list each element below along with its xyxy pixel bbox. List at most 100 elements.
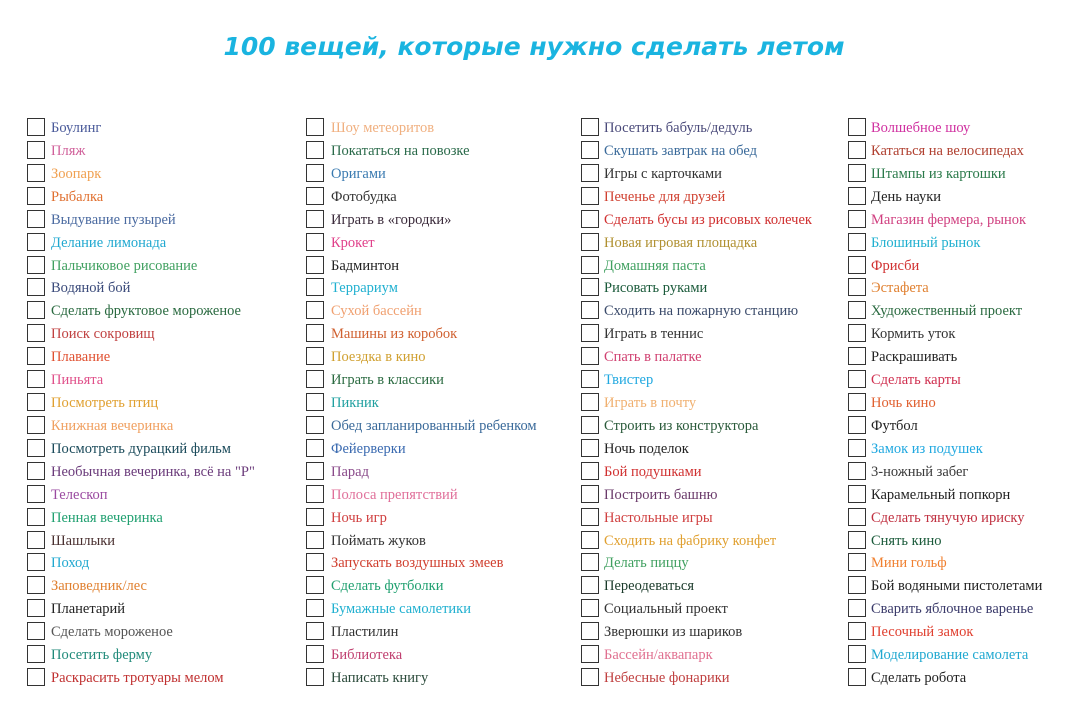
checkbox[interactable] (848, 599, 866, 618)
checkbox[interactable] (27, 278, 45, 297)
checkbox[interactable] (306, 576, 324, 595)
checkbox[interactable] (581, 370, 599, 389)
checkbox[interactable] (581, 209, 599, 228)
checkbox[interactable] (581, 438, 599, 457)
checkbox[interactable] (848, 484, 866, 503)
checkbox[interactable] (27, 163, 45, 182)
checkbox[interactable] (306, 645, 324, 664)
checkbox[interactable] (27, 622, 45, 641)
checkbox[interactable] (581, 622, 599, 641)
checkbox[interactable] (27, 415, 45, 434)
checkbox[interactable] (848, 232, 866, 251)
checkbox[interactable] (306, 668, 324, 686)
checkbox[interactable] (581, 347, 599, 366)
checkbox[interactable] (306, 393, 324, 411)
checkbox[interactable] (306, 553, 324, 572)
checkbox[interactable] (27, 438, 45, 457)
checkbox[interactable] (306, 461, 324, 480)
checkbox[interactable] (581, 599, 599, 618)
checkbox[interactable] (27, 576, 45, 595)
checkbox[interactable] (27, 645, 45, 664)
checkbox[interactable] (27, 553, 45, 572)
checkbox[interactable] (306, 301, 324, 320)
checkbox[interactable] (306, 599, 324, 618)
checkbox[interactable] (848, 461, 866, 480)
checkbox[interactable] (848, 278, 866, 297)
checkbox[interactable] (848, 118, 866, 136)
checkbox[interactable] (848, 186, 866, 205)
checkbox[interactable] (848, 668, 866, 686)
checkbox[interactable] (848, 140, 866, 159)
checkbox[interactable] (581, 255, 599, 274)
checkbox[interactable] (581, 553, 599, 572)
checkbox[interactable] (848, 255, 866, 274)
checkbox[interactable] (848, 370, 866, 389)
checkbox[interactable] (581, 140, 599, 159)
checkbox[interactable] (848, 576, 866, 595)
checkbox[interactable] (27, 599, 45, 618)
checkbox[interactable] (306, 370, 324, 389)
checkbox[interactable] (27, 370, 45, 389)
checkbox[interactable] (306, 438, 324, 457)
checkbox[interactable] (581, 415, 599, 434)
checkbox[interactable] (27, 507, 45, 526)
checkbox[interactable] (306, 622, 324, 641)
checkbox[interactable] (306, 163, 324, 182)
checkbox[interactable] (27, 461, 45, 480)
checkbox[interactable] (581, 668, 599, 686)
checkbox[interactable] (848, 622, 866, 641)
checkbox[interactable] (27, 668, 45, 686)
checkbox[interactable] (848, 530, 866, 549)
checkbox[interactable] (581, 232, 599, 251)
checkbox[interactable] (306, 530, 324, 549)
checkbox[interactable] (27, 255, 45, 274)
checkbox[interactable] (581, 484, 599, 503)
checkbox[interactable] (848, 163, 866, 182)
checkbox[interactable] (27, 347, 45, 366)
checkbox[interactable] (306, 324, 324, 343)
checkbox[interactable] (581, 461, 599, 480)
checkbox[interactable] (848, 438, 866, 457)
checkbox[interactable] (306, 507, 324, 526)
checkbox[interactable] (27, 324, 45, 343)
checkbox[interactable] (306, 484, 324, 503)
checkbox[interactable] (848, 324, 866, 343)
checkbox[interactable] (306, 415, 324, 434)
checkbox[interactable] (581, 576, 599, 595)
checkbox[interactable] (27, 393, 45, 411)
checkbox[interactable] (581, 530, 599, 549)
checkbox[interactable] (306, 232, 324, 251)
checkbox[interactable] (27, 186, 45, 205)
checkbox[interactable] (581, 186, 599, 205)
checkbox[interactable] (848, 507, 866, 526)
checkbox[interactable] (27, 140, 45, 159)
checkbox[interactable] (581, 163, 599, 182)
checkbox[interactable] (581, 393, 599, 411)
checkbox[interactable] (306, 255, 324, 274)
checkbox[interactable] (306, 186, 324, 205)
checkbox[interactable] (27, 118, 45, 136)
checkbox[interactable] (306, 140, 324, 159)
checkbox[interactable] (581, 645, 599, 664)
checkbox[interactable] (306, 347, 324, 366)
checkbox[interactable] (306, 209, 324, 228)
checkbox[interactable] (581, 324, 599, 343)
checkbox[interactable] (581, 278, 599, 297)
checkbox[interactable] (848, 301, 866, 320)
checkbox[interactable] (848, 415, 866, 434)
checkbox[interactable] (27, 301, 45, 320)
checkbox[interactable] (27, 484, 45, 503)
checkbox[interactable] (848, 209, 866, 228)
checkbox[interactable] (306, 278, 324, 297)
checkbox[interactable] (27, 209, 45, 228)
checkbox[interactable] (848, 347, 866, 366)
checkbox[interactable] (581, 507, 599, 526)
checkbox[interactable] (27, 530, 45, 549)
checkbox[interactable] (848, 645, 866, 664)
checkbox[interactable] (848, 393, 866, 411)
checkbox[interactable] (27, 232, 45, 251)
checkbox[interactable] (306, 118, 324, 136)
checkbox[interactable] (848, 553, 866, 572)
checkbox[interactable] (581, 301, 599, 320)
checkbox[interactable] (581, 118, 599, 136)
